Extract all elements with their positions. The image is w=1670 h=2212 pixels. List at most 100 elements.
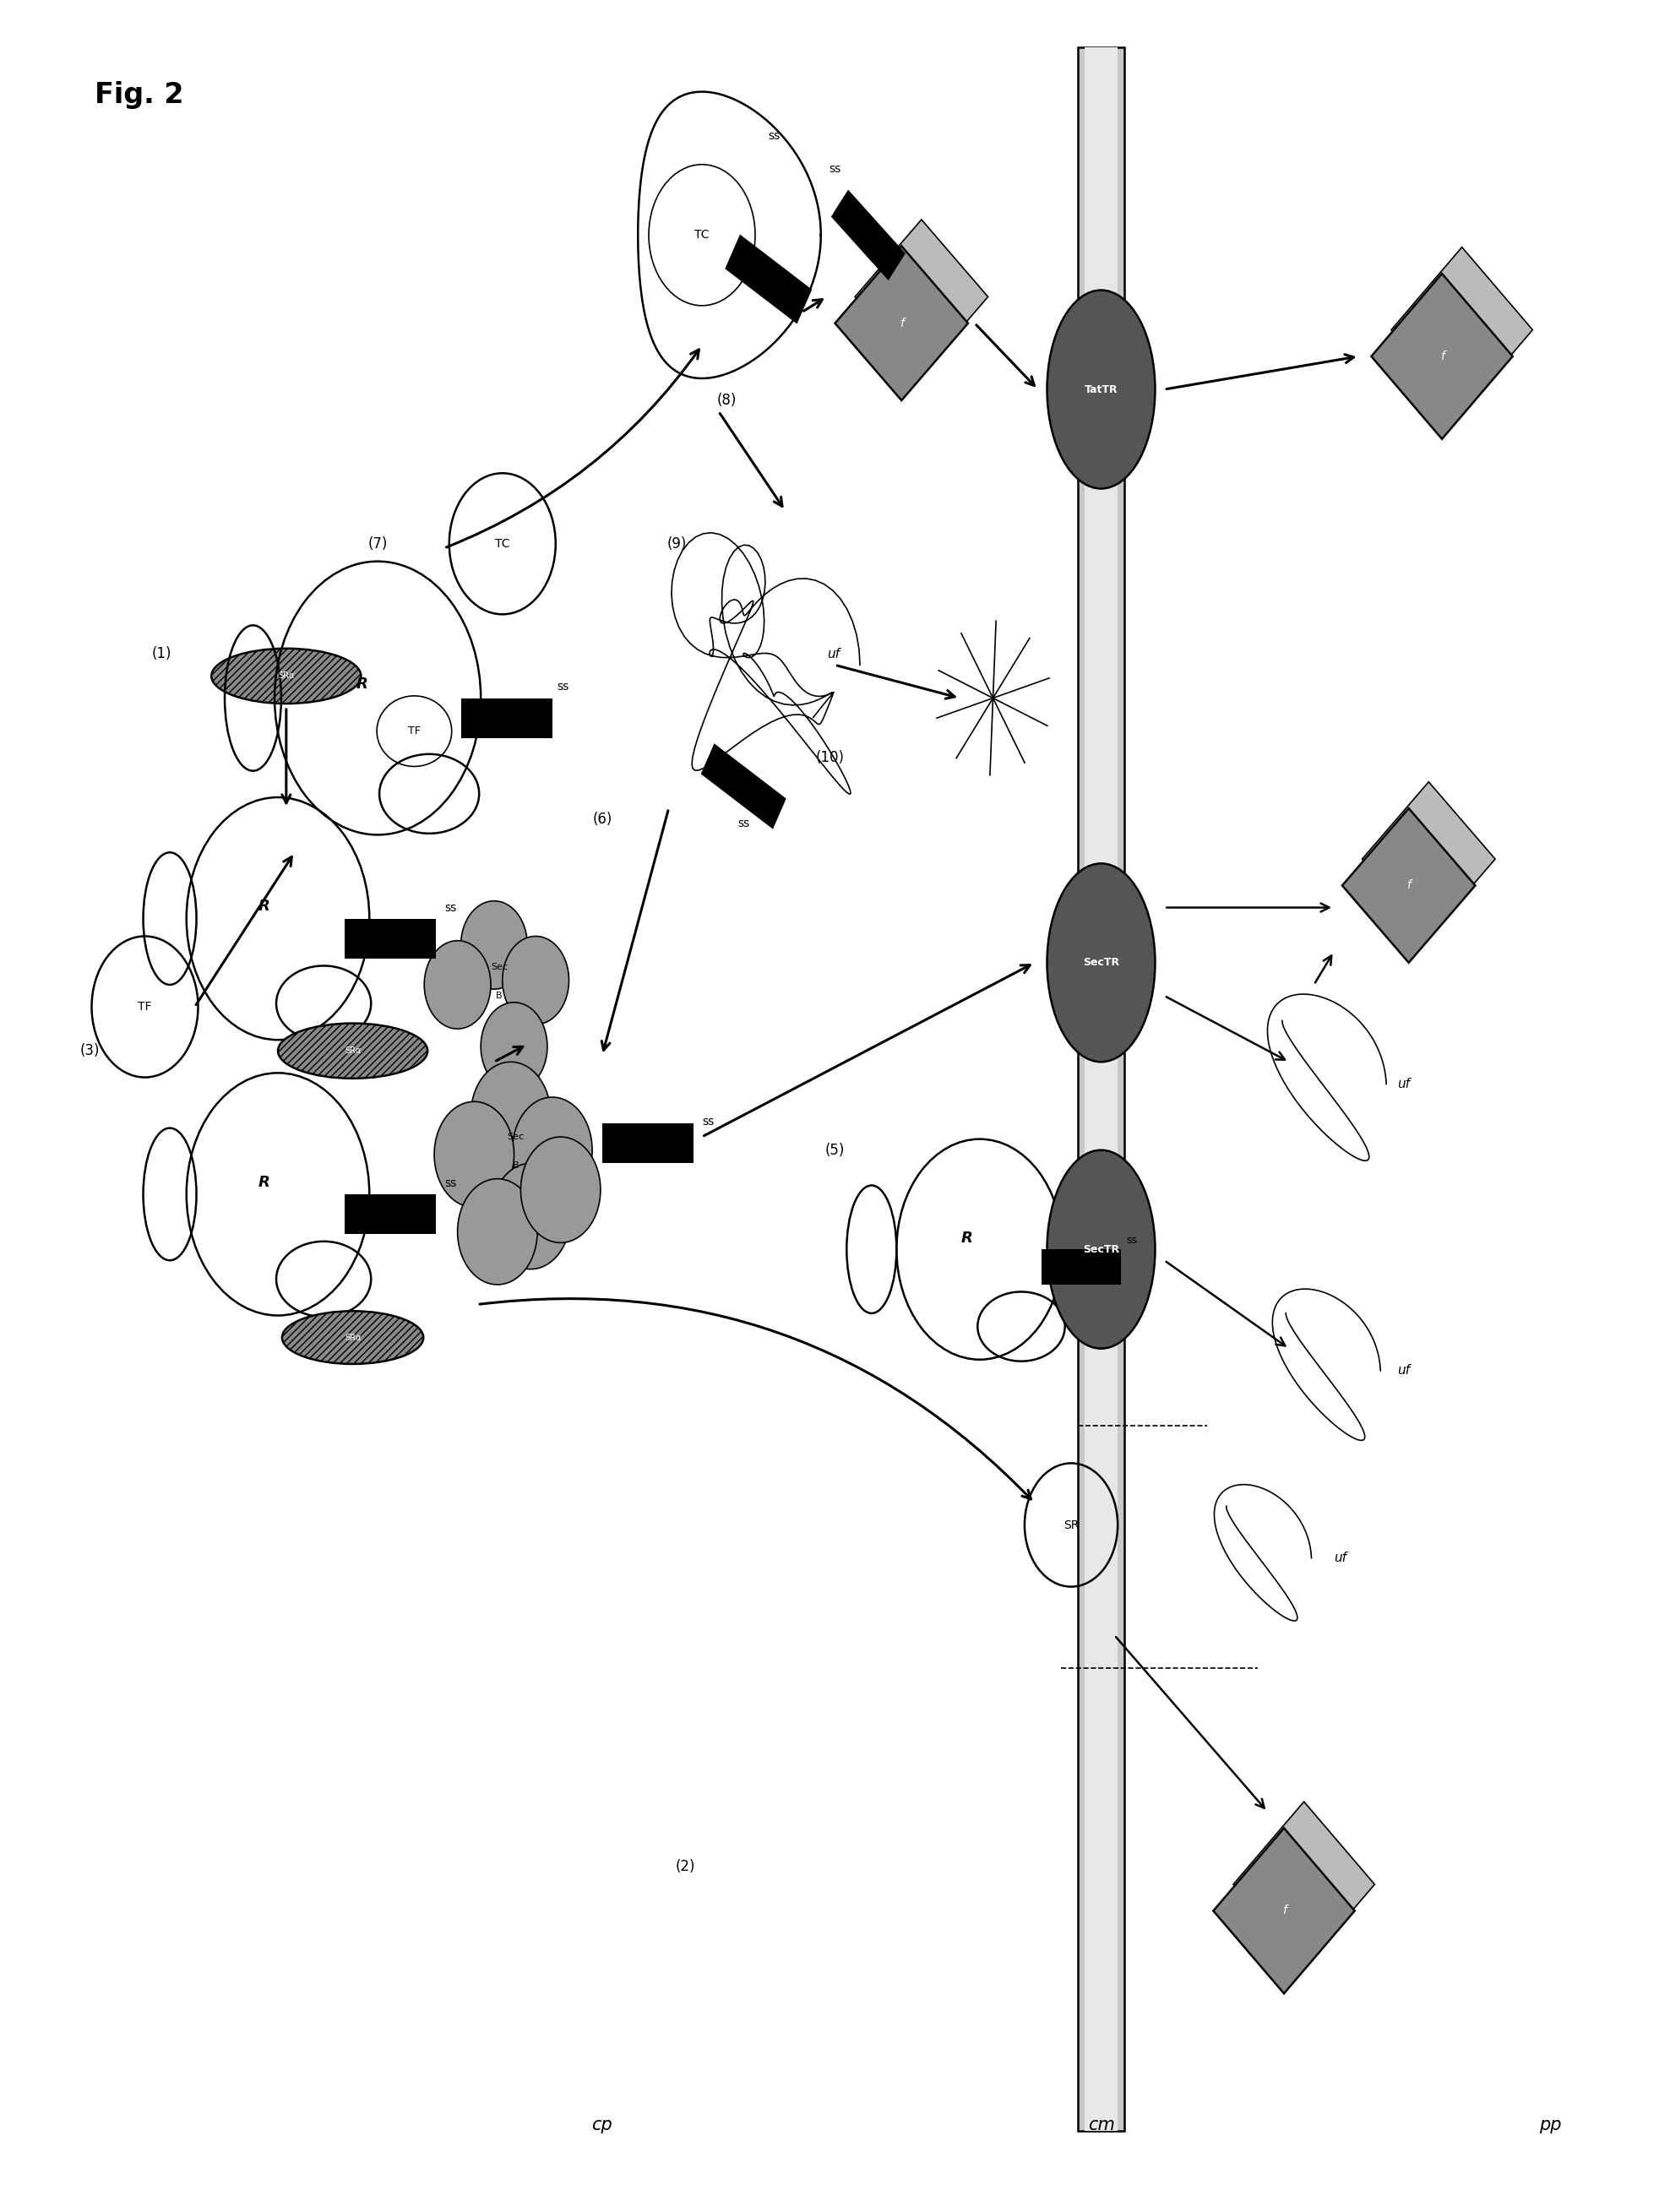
Text: (9): (9) [666, 535, 686, 551]
Text: ss: ss [558, 681, 569, 692]
Circle shape [461, 900, 528, 989]
Text: SecTR: SecTR [1082, 958, 1119, 969]
Text: uf: uf [1398, 1077, 1409, 1091]
FancyArrowPatch shape [496, 1046, 523, 1062]
Bar [701, 743, 787, 830]
Text: B: B [513, 1161, 519, 1170]
Ellipse shape [277, 1024, 428, 1079]
Text: (8): (8) [716, 394, 736, 407]
Text: ss: ss [701, 1115, 715, 1128]
Ellipse shape [212, 648, 361, 703]
Circle shape [471, 1062, 551, 1168]
Circle shape [513, 1097, 593, 1203]
FancyArrowPatch shape [977, 325, 1034, 385]
FancyArrowPatch shape [1316, 956, 1331, 982]
Text: ss: ss [738, 818, 750, 830]
Text: SRα: SRα [344, 1334, 361, 1343]
FancyArrowPatch shape [1167, 354, 1354, 389]
Text: (4): (4) [412, 927, 433, 942]
Bar [1084, 49, 1117, 2132]
Text: uf: uf [419, 1199, 433, 1212]
Text: SRα: SRα [344, 1046, 361, 1055]
Text: cm: cm [1087, 2117, 1114, 2132]
Text: uf: uf [1334, 1551, 1346, 1564]
Text: pp: pp [1538, 2117, 1561, 2132]
Polygon shape [835, 246, 969, 400]
FancyArrowPatch shape [446, 349, 700, 546]
Text: SRα: SRα [277, 672, 294, 681]
Text: B: B [496, 991, 503, 1000]
Ellipse shape [1047, 863, 1156, 1062]
Text: SR: SR [1064, 1520, 1079, 1531]
Bar [832, 190, 905, 281]
FancyArrowPatch shape [601, 810, 668, 1051]
Text: ss: ss [828, 164, 842, 175]
Text: uf: uf [827, 648, 840, 661]
Circle shape [434, 1102, 514, 1208]
Circle shape [424, 940, 491, 1029]
Circle shape [481, 1002, 548, 1091]
Text: ss: ss [444, 902, 456, 914]
Text: TF: TF [407, 726, 421, 737]
Text: f: f [1283, 1905, 1286, 1918]
Text: ss: ss [1126, 1234, 1137, 1245]
Text: Sec: Sec [491, 962, 508, 971]
FancyArrowPatch shape [1166, 998, 1284, 1060]
FancyArrowPatch shape [720, 414, 782, 507]
FancyArrowPatch shape [195, 856, 292, 1004]
Text: (5): (5) [825, 1141, 845, 1157]
Polygon shape [1371, 274, 1513, 438]
Bar [725, 234, 812, 323]
Bar [1077, 49, 1124, 2132]
Text: (10): (10) [815, 750, 845, 765]
Ellipse shape [1047, 290, 1156, 489]
Text: R: R [962, 1230, 974, 1245]
Polygon shape [855, 219, 989, 374]
Ellipse shape [282, 1312, 424, 1365]
Text: (3): (3) [80, 1044, 100, 1060]
Text: ss: ss [444, 1177, 456, 1190]
Text: (7): (7) [367, 535, 387, 551]
Text: R: R [356, 677, 367, 692]
FancyArrowPatch shape [705, 964, 1030, 1135]
Polygon shape [1214, 1827, 1354, 1993]
Text: f: f [900, 316, 903, 330]
Circle shape [521, 1137, 601, 1243]
Text: f: f [1406, 880, 1411, 891]
Text: f: f [1440, 349, 1445, 363]
Text: (2): (2) [675, 1858, 695, 1874]
Bar [461, 699, 553, 739]
Text: Sec: Sec [508, 1133, 524, 1141]
Bar [344, 1194, 436, 1234]
FancyArrowPatch shape [803, 299, 822, 312]
Text: ss: ss [768, 131, 780, 142]
Text: Fig. 2: Fig. 2 [95, 80, 184, 108]
Text: TatTR: TatTR [1084, 385, 1117, 396]
Text: R: R [259, 1175, 271, 1190]
FancyArrowPatch shape [282, 710, 291, 803]
Circle shape [503, 936, 569, 1024]
Circle shape [491, 1164, 571, 1270]
FancyArrowPatch shape [837, 666, 955, 699]
Circle shape [458, 1179, 538, 1285]
Text: (6): (6) [593, 812, 613, 827]
FancyArrowPatch shape [479, 1298, 1030, 1500]
Text: SecTR: SecTR [1082, 1243, 1119, 1254]
Text: TF: TF [139, 1000, 152, 1013]
Text: TC: TC [494, 538, 509, 549]
FancyArrowPatch shape [1166, 1261, 1286, 1345]
Text: cp: cp [591, 2117, 613, 2132]
Bar [1040, 1250, 1121, 1285]
FancyArrowPatch shape [1167, 902, 1329, 911]
Text: TC: TC [695, 230, 710, 241]
Polygon shape [1363, 781, 1495, 936]
Text: (1): (1) [152, 646, 172, 661]
Bar [344, 918, 436, 958]
Text: R: R [259, 898, 271, 914]
Polygon shape [1343, 807, 1475, 962]
Ellipse shape [1047, 1150, 1156, 1349]
Polygon shape [1391, 248, 1533, 414]
Polygon shape [1232, 1801, 1374, 1966]
Text: uf: uf [1398, 1365, 1409, 1376]
FancyArrowPatch shape [1116, 1637, 1264, 1807]
